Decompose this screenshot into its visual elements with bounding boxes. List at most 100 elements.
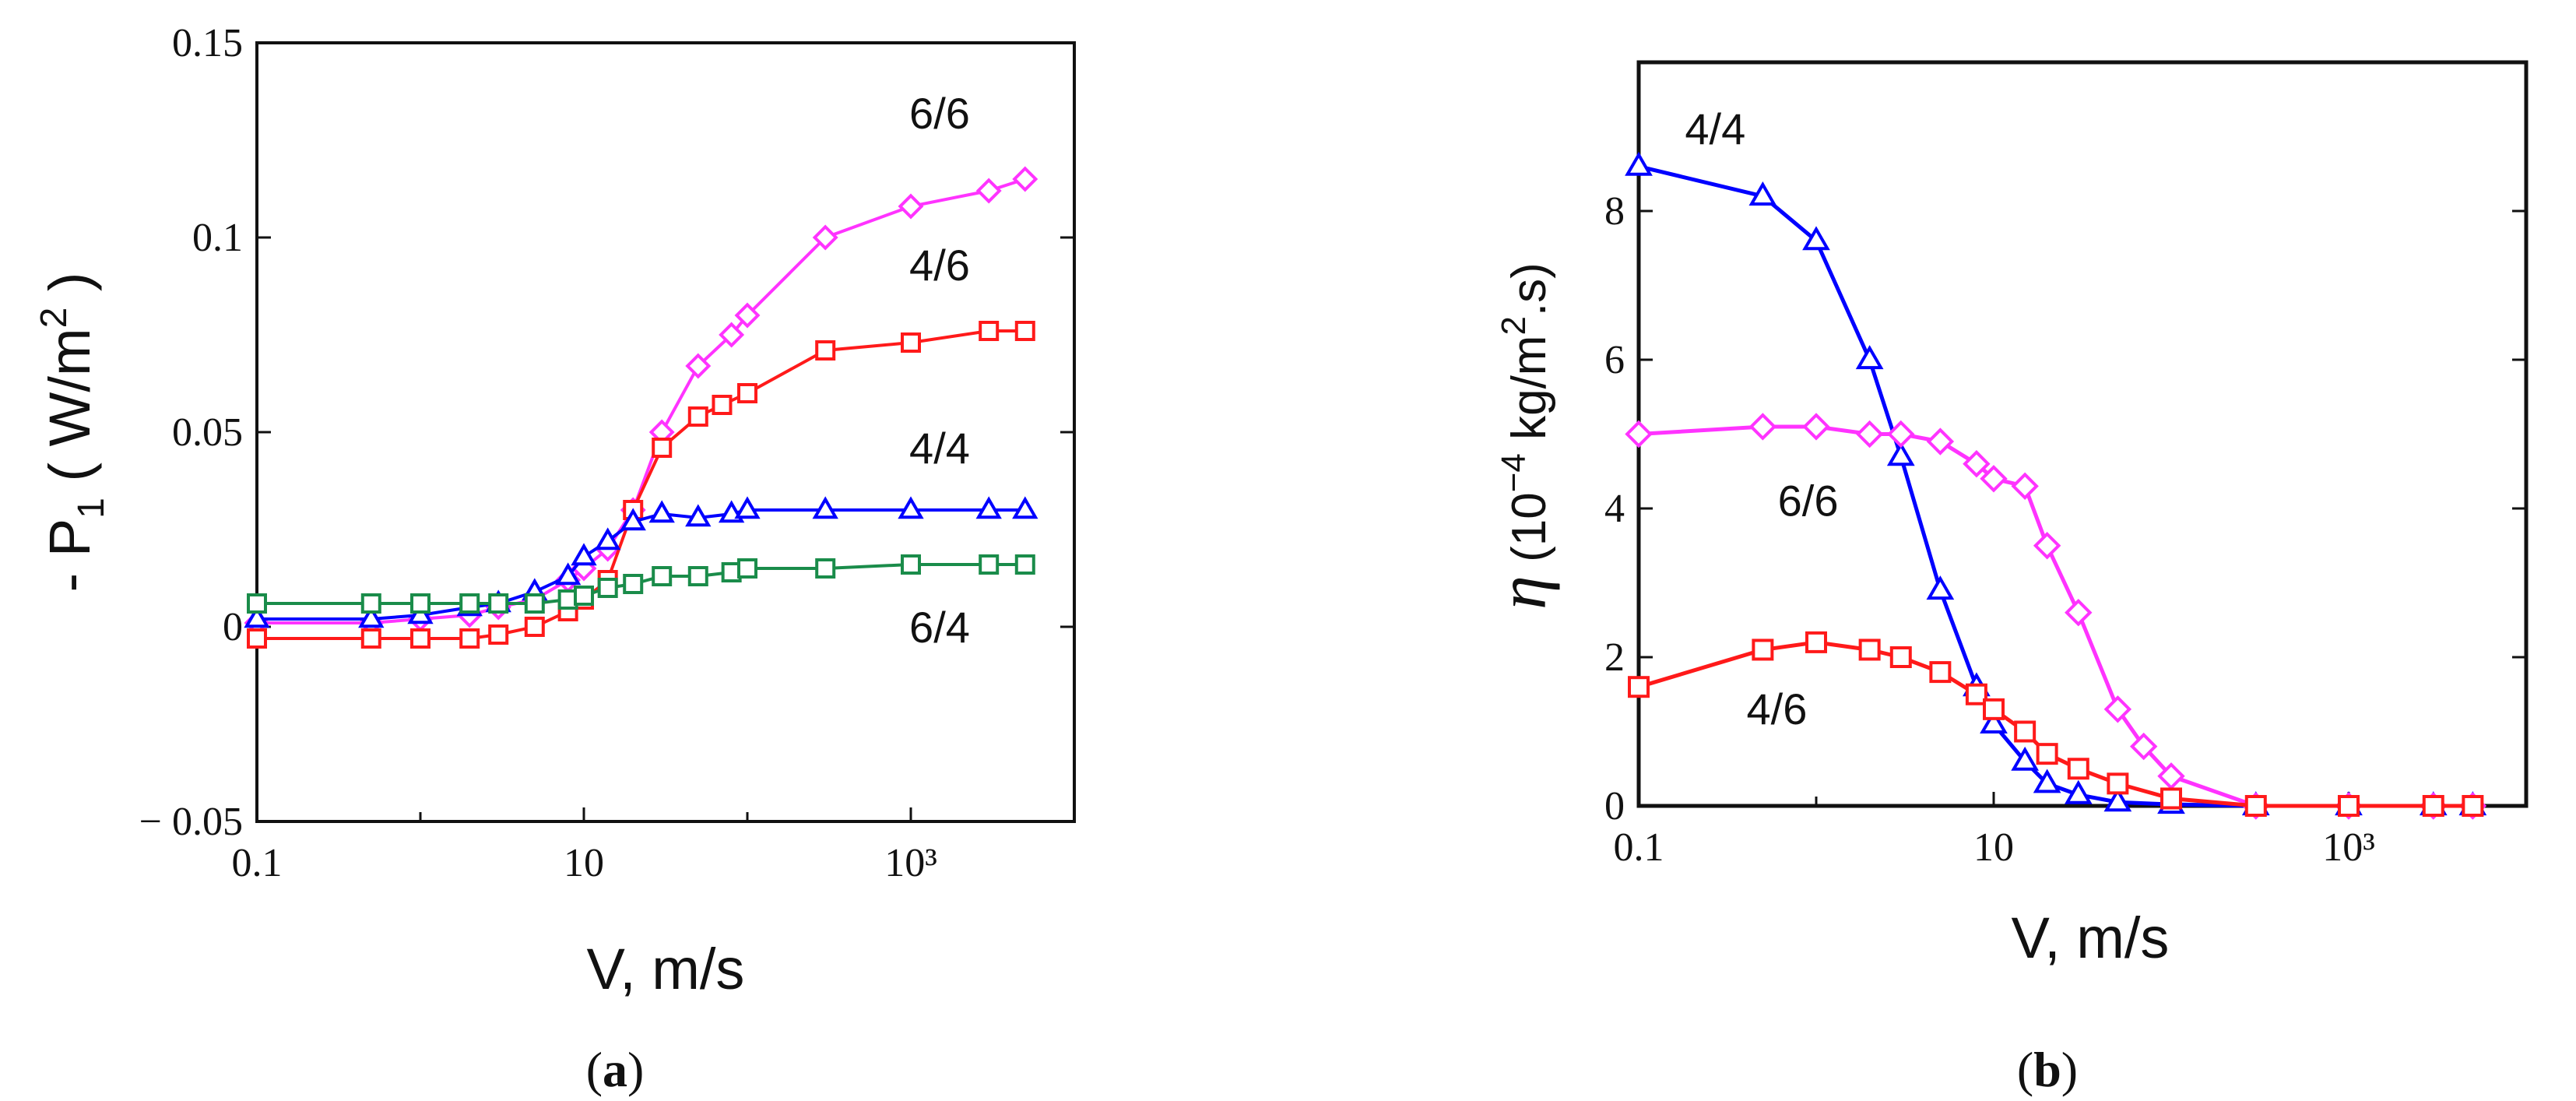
data-point: [2338, 795, 2360, 817]
data-point: [1625, 151, 1653, 176]
data-point: [734, 496, 761, 519]
data-point: [648, 500, 675, 523]
data-point: [901, 332, 921, 353]
data-point: [734, 302, 761, 329]
data-point: [358, 605, 385, 628]
data-point: [975, 178, 1002, 204]
svg-text:η (10−4 kg/m2.s): η (10−4 kg/m2.s): [1485, 262, 1561, 610]
data-point: [1963, 449, 1991, 478]
y-label-a-sub: 1: [71, 498, 112, 519]
data-point: [459, 593, 480, 614]
data-point: [1855, 420, 1884, 448]
data-point: [2422, 795, 2444, 817]
data-point: [898, 193, 924, 220]
series-group-b: [1625, 151, 2487, 820]
data-point: [2103, 787, 2132, 812]
data-point: [1748, 181, 1777, 206]
x-tick-label: 10³: [2322, 825, 2375, 870]
data-point: [1965, 683, 1987, 705]
data-point: [595, 527, 621, 550]
data-point: [2129, 732, 2158, 761]
series-label: 6/6: [1778, 477, 1839, 526]
data-point: [737, 558, 757, 579]
data-point: [1926, 427, 1955, 456]
data-point: [898, 496, 924, 519]
data-point: [2036, 743, 2058, 765]
y-label-b-open: (10: [1502, 492, 1556, 575]
data-point: [687, 566, 708, 586]
data-point: [2065, 598, 2093, 627]
data-point: [1802, 413, 1830, 441]
series-label: 6/4: [909, 603, 970, 652]
y-tick-label: 2: [1604, 635, 1625, 680]
y-label-b-eta: η: [1485, 575, 1561, 610]
data-point: [2011, 472, 2039, 501]
series-label: 4/6: [909, 241, 970, 290]
data-point: [2014, 720, 2037, 743]
data-point: [571, 543, 597, 566]
data-point: [2011, 746, 2040, 771]
y-label-b-close: .s): [1502, 262, 1556, 316]
data-point: [815, 558, 836, 579]
series-label: 4/4: [1685, 104, 1745, 153]
y-tick-label: 0.15: [172, 21, 243, 65]
data-point: [652, 438, 673, 458]
x-tick-label: 10: [564, 841, 604, 885]
data-point: [979, 554, 1000, 575]
y-axis-label-b: η (10−4 kg/m2.s): [1485, 262, 1561, 610]
data-point: [524, 593, 545, 614]
data-point: [1802, 226, 1830, 251]
data-point: [815, 340, 836, 361]
data-point: [1748, 413, 1777, 441]
data-point: [812, 496, 838, 519]
data-point: [1929, 661, 1952, 684]
y-label-a-prefix: - P: [37, 519, 102, 593]
data-point: [410, 628, 431, 649]
y-tick-label: 4: [1604, 487, 1625, 531]
data-point: [1858, 638, 1881, 661]
data-point: [1805, 631, 1827, 653]
y-tick-label: 0.05: [172, 410, 243, 455]
data-point: [1014, 554, 1035, 575]
series-label: 4/6: [1746, 684, 1807, 733]
data-point: [620, 508, 646, 531]
data-point: [247, 628, 267, 649]
data-point: [2107, 772, 2129, 795]
data-point: [1012, 496, 1038, 519]
ticks-a: 0.1 10 10³ − 0.05 0 0.05 0.1 0.15: [139, 21, 1076, 885]
y-label-b-exp: −4: [1495, 453, 1533, 492]
data-point: [247, 593, 267, 614]
data-point: [554, 562, 582, 586]
y-label-b-sup: 2: [1495, 316, 1533, 335]
y-tick-label: 0.1: [192, 216, 243, 260]
data-point: [685, 504, 712, 527]
caption-a: (a): [586, 1042, 645, 1097]
data-point: [1980, 709, 2008, 734]
x-tick-label: 10: [1973, 825, 2014, 870]
x-axis-label-a: V, m/s: [587, 937, 745, 1001]
data-point: [2462, 795, 2484, 817]
data-point: [1983, 698, 2005, 720]
data-point: [812, 224, 838, 251]
data-point: [459, 628, 480, 649]
data-point: [360, 593, 381, 614]
data-point: [901, 554, 921, 575]
data-point: [524, 617, 545, 637]
data-point: [2033, 532, 2061, 560]
x-axis-label-b: V, m/s: [2012, 906, 2170, 970]
svg-text:- P1 ( W/m2 ): - P1 ( W/m2 ): [33, 273, 112, 593]
data-point: [2160, 787, 2182, 810]
data-point: [488, 624, 509, 645]
caption-b: (b): [2017, 1042, 2078, 1097]
x-tick-label: 10³: [884, 841, 937, 885]
y-axis-label-a: - P1 ( W/m2 ): [33, 273, 112, 593]
y-label-b-units: kg/m: [1502, 336, 1556, 454]
y-label-a-sup: 2: [33, 308, 75, 329]
data-point: [712, 395, 733, 415]
data-point: [410, 593, 431, 614]
x-tick-label: 0.1: [232, 841, 283, 885]
series-labels-b: 4/4 6/6 4/6: [1685, 104, 1838, 733]
data-point: [623, 574, 644, 594]
